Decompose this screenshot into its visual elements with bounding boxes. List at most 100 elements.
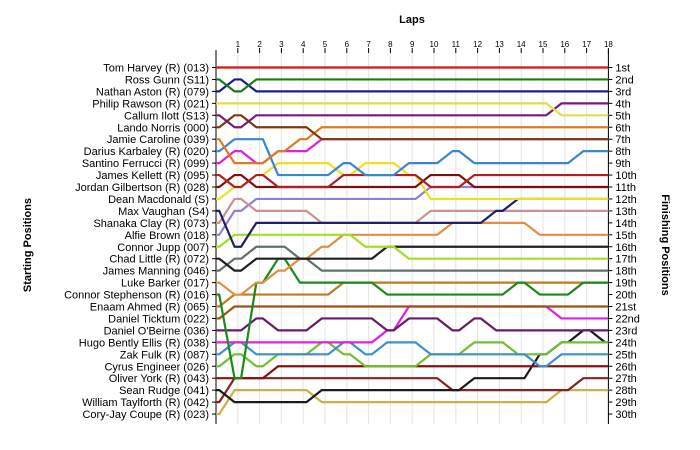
lap-tick-label: 9 bbox=[410, 40, 415, 49]
driver-label: Luke Barker (017) bbox=[121, 278, 209, 290]
driver-label: Philip Rawson (R) (021) bbox=[92, 98, 209, 110]
lap-tick-label: 12 bbox=[473, 40, 482, 49]
driver-label: Sean Rudge (041) bbox=[119, 385, 209, 397]
driver-label: Enaam Ahmed (R) (065) bbox=[90, 302, 209, 314]
lap-tick-label: 14 bbox=[517, 40, 526, 49]
series-line bbox=[216, 245, 609, 272]
lap-tick-label: 10 bbox=[430, 40, 439, 49]
plot-grid bbox=[212, 50, 613, 425]
driver-label: James Manning (046) bbox=[103, 266, 209, 278]
position-label: 21st bbox=[615, 302, 636, 314]
position-label: 7th bbox=[615, 134, 630, 146]
series-line bbox=[216, 233, 609, 260]
position-label: 1st bbox=[615, 63, 630, 75]
driver-label: Lando Norris (000) bbox=[117, 122, 209, 134]
lap-tick-label: 7 bbox=[366, 40, 371, 49]
lap-tick-label: 13 bbox=[495, 40, 504, 49]
position-label: 23rd bbox=[615, 325, 637, 337]
position-label: 29th bbox=[615, 397, 636, 409]
lap-tick-label: 6 bbox=[345, 40, 350, 49]
series-line bbox=[216, 114, 609, 141]
lap-tick-label: 3 bbox=[279, 40, 284, 49]
series-line bbox=[216, 78, 609, 93]
driver-label: Max Vaughan (S4) bbox=[118, 206, 209, 218]
position-label: 26th bbox=[615, 361, 636, 373]
series-line bbox=[216, 245, 609, 272]
series-line bbox=[216, 126, 609, 165]
lap-tick-label: 2 bbox=[257, 40, 262, 49]
position-label: 4th bbox=[615, 98, 630, 110]
position-label: 30th bbox=[615, 409, 636, 421]
lap-tick-label: 8 bbox=[388, 40, 393, 49]
lap-axis: 1 2 3 4 5 6 7 8 9 10 11 12 13 14 15 16 17 18 bbox=[236, 40, 613, 53]
position-label: 14th bbox=[615, 218, 636, 230]
driver-label: William Taylforth (R) (042) bbox=[82, 397, 209, 409]
position-label: 28th bbox=[615, 385, 636, 397]
lap-tick-label: 11 bbox=[452, 40, 461, 49]
position-label: 13th bbox=[615, 206, 636, 218]
driver-label: Jordan Gilbertson (R) (028) bbox=[75, 182, 209, 194]
lap-tick-label: 18 bbox=[604, 40, 613, 49]
lap-tick-label: 15 bbox=[539, 40, 548, 49]
y-axis-label-right: Finishing Positions bbox=[659, 194, 671, 295]
series-line bbox=[216, 389, 609, 416]
y-axis-label-left: Starting Positions bbox=[22, 198, 34, 292]
position-label: 8th bbox=[615, 146, 630, 158]
position-label: 6th bbox=[615, 122, 630, 134]
position-label: 11th bbox=[615, 182, 636, 194]
driver-label: Tom Harvey (R) (013) bbox=[103, 63, 209, 75]
driver-label: James Kellett (R) (095) bbox=[96, 170, 209, 182]
chart-title: Laps bbox=[399, 14, 425, 26]
driver-label: Jamie Caroline (039) bbox=[107, 134, 209, 146]
lap-tick-label: 16 bbox=[560, 40, 569, 49]
driver-label: Alfie Brown (018) bbox=[125, 230, 209, 242]
driver-label: Nathan Aston (R) (079) bbox=[96, 86, 209, 98]
driver-label: Connor Stephenson (R) (016) bbox=[64, 290, 209, 302]
position-label: 24th bbox=[615, 337, 636, 349]
position-label: 3rd bbox=[615, 86, 631, 98]
series-line bbox=[216, 138, 609, 177]
lap-tick-label: 17 bbox=[582, 40, 591, 49]
position-label: 2nd bbox=[615, 74, 633, 86]
driver-label: Darius Karbaley (R) (020) bbox=[84, 146, 209, 158]
series-line bbox=[216, 102, 609, 117]
position-label: 5th bbox=[615, 110, 630, 122]
driver-label: Zak Fulk (R) (087) bbox=[120, 349, 209, 361]
driver-label: Connor Jupp (007) bbox=[117, 242, 209, 254]
driver-label: Cyrus Engineer (026) bbox=[104, 361, 209, 373]
position-label: 25th bbox=[615, 349, 636, 361]
driver-label: Daniel O'Beirne (036) bbox=[104, 325, 209, 337]
position-label: 15th bbox=[615, 230, 636, 242]
driver-label: Oliver York (R) (043) bbox=[109, 373, 209, 385]
driver-label: Santino Ferrucci (R) (099) bbox=[82, 158, 209, 170]
position-label: 17th bbox=[615, 254, 636, 266]
series-line bbox=[216, 341, 609, 368]
position-label: 16th bbox=[615, 242, 636, 254]
driver-label: Shanaka Clay (R) (073) bbox=[93, 218, 209, 230]
position-label: 20th bbox=[615, 290, 636, 302]
series-lines bbox=[216, 66, 609, 416]
series-line bbox=[216, 173, 609, 189]
series-line bbox=[216, 78, 609, 93]
position-label: 10th bbox=[615, 170, 636, 182]
driver-label: Callum Ilott (S13) bbox=[124, 110, 209, 122]
position-label: 27th bbox=[615, 373, 636, 385]
lap-tick-label: 5 bbox=[323, 40, 328, 49]
driver-label: Cory-Jay Coupe (R) (023) bbox=[82, 409, 209, 421]
driver-label: Ross Gunn (S11) bbox=[125, 74, 209, 86]
driver-labels: Tom Harvey (R) (013)Ross Gunn (S11)Natha… bbox=[64, 63, 209, 422]
position-label: 9th bbox=[615, 158, 630, 170]
driver-label: Chad Little (R) (072) bbox=[109, 254, 209, 266]
position-label: 12th bbox=[615, 194, 636, 206]
lap-tick-label: 4 bbox=[301, 40, 306, 49]
series-line bbox=[216, 305, 609, 320]
series-line bbox=[216, 317, 609, 332]
finishing-position-labels: 1st2nd3rd4th5th6th7th8th9th10th11th12th1… bbox=[615, 63, 639, 422]
driver-label: Daniel Ticktum (022) bbox=[108, 313, 209, 325]
driver-label: Dean Macdonald (S) bbox=[108, 194, 209, 206]
position-label: 22nd bbox=[615, 313, 639, 325]
position-label: 18th bbox=[615, 266, 636, 278]
position-label: 19th bbox=[615, 278, 636, 290]
series-line bbox=[216, 102, 609, 129]
